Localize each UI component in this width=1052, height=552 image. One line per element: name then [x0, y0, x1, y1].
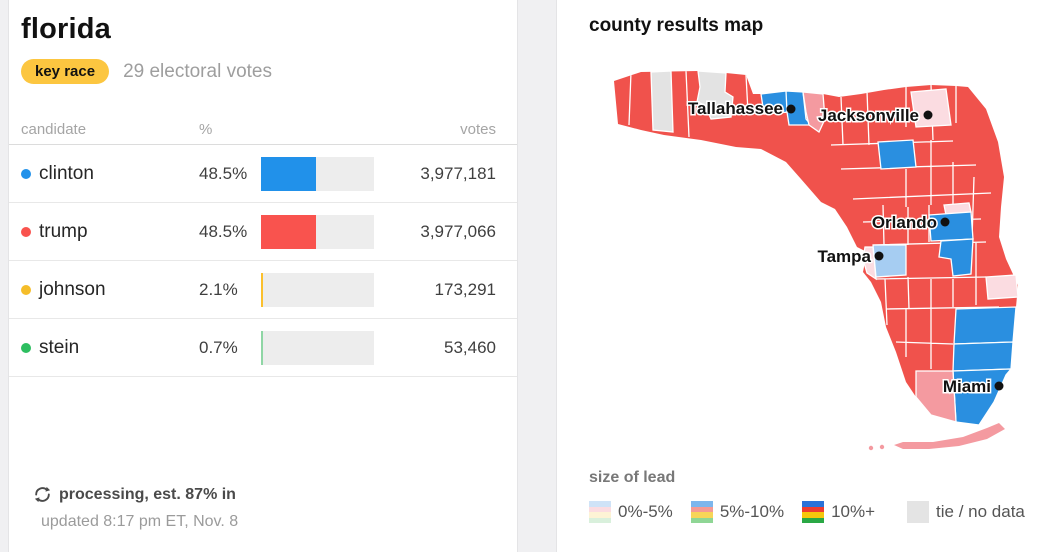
state-results-panel: florida key race 29 electoral votes cand…	[8, 0, 518, 552]
city-label-jacksonville: Jacksonville	[818, 106, 919, 125]
table-bottom-divider	[9, 376, 517, 377]
table-row: johnson 2.1% 173,291	[9, 260, 517, 318]
legend-swatch-5-10	[690, 501, 713, 523]
candidate-name: stein	[39, 336, 80, 358]
table-row: trump 48.5% 3,977,066	[9, 202, 517, 260]
city-dot-tallahassee	[786, 104, 796, 114]
result-bar-fill	[261, 156, 316, 191]
florida-map-svg: Tallahassee Jacksonville Orlando Tampa M…	[614, 70, 1019, 451]
result-bar	[261, 214, 374, 249]
florida-keys-islet	[879, 444, 885, 450]
processing-row: processing, est. 87% in	[33, 485, 238, 504]
county-dem[interactable]	[953, 306, 1017, 345]
city-label-tallahassee: Tallahassee	[688, 99, 783, 118]
pct-cell: 48.5%	[199, 163, 248, 183]
legend-label-0-5: 0%-5%	[618, 502, 673, 521]
result-bar	[261, 272, 374, 307]
city-markers: Tallahassee Jacksonville Orlando Tampa M…	[686, 98, 1004, 398]
result-bar-fill	[261, 214, 316, 249]
candidate-dot-icon	[21, 342, 31, 353]
status-block: processing, est. 87% in updated 8:17 pm …	[21, 485, 238, 531]
legend-item-0-5: 0%-5%	[589, 501, 673, 523]
city-dot-miami	[994, 381, 1004, 391]
votes-cell: 3,977,066	[420, 221, 496, 241]
table-header-row: candidate % votes	[9, 114, 517, 144]
table-row: stein 0.7% 53,460	[9, 318, 517, 376]
result-bar-fill	[261, 272, 264, 307]
city-label-tampa: Tampa	[817, 247, 871, 266]
subtitle-row: key race 29 electoral votes	[21, 59, 517, 84]
candidate-dot-icon	[21, 168, 31, 179]
votes-cell: 3,977,181	[420, 163, 496, 183]
map-title: county results map	[589, 15, 764, 36]
county-rep-medium[interactable]	[915, 370, 957, 423]
city-dot-orlando	[940, 217, 950, 227]
county-dem[interactable]	[877, 139, 917, 170]
legend-item-5-10: 5%-10%	[690, 501, 785, 523]
legend-label-5-10: 5%-10%	[719, 502, 785, 521]
candidate-name: trump	[39, 220, 88, 242]
map-legend: size of lead 0%-5% 5%-10% 10%+ tie / no …	[589, 469, 1043, 523]
county-tie[interactable]	[650, 70, 674, 133]
legend-items: 0%-5% 5%-10% 10%+ tie / no data	[589, 501, 1043, 523]
candidate-dot-icon	[21, 284, 31, 295]
county-dem[interactable]	[938, 238, 974, 277]
legend-label-tie: tie / no data	[936, 502, 1025, 521]
votes-cell: 53,460	[444, 337, 496, 357]
city-label-miami: Miami	[943, 377, 991, 396]
candidate-name: johnson	[39, 278, 106, 300]
candidate-cell: clinton	[21, 163, 199, 185]
header-pct: %	[199, 120, 213, 138]
candidate-cell: johnson	[21, 279, 199, 301]
result-bar-fill	[261, 330, 263, 365]
county-rep-medium[interactable]	[802, 91, 826, 133]
county-base-rep[interactable]	[614, 71, 1018, 425]
result-bar	[261, 156, 374, 191]
electoral-votes-label: 29 electoral votes	[123, 60, 272, 82]
county-dem-light[interactable]	[872, 244, 907, 278]
county-dem[interactable]	[952, 341, 1014, 372]
processing-status: processing, est. 87% in	[59, 485, 236, 503]
pct-cell: 2.1%	[199, 279, 238, 299]
legend-swatch-0-5	[589, 501, 611, 523]
result-bar	[261, 330, 374, 365]
county-rep-light[interactable]	[985, 274, 1019, 300]
legend-label-10-plus: 10%+	[831, 502, 876, 521]
candidate-cell: stein	[21, 337, 199, 359]
legend-swatch-tie	[907, 501, 930, 523]
header-votes: votes	[460, 120, 496, 138]
legend-item-10-plus: 10%+	[802, 501, 875, 523]
votes-cell: 173,291	[434, 279, 496, 299]
county-tie[interactable]	[696, 70, 734, 120]
legend-title: size of lead	[589, 469, 676, 486]
city-dot-tampa	[874, 251, 884, 261]
pct-cell: 48.5%	[199, 221, 248, 241]
city-dot-jacksonville	[923, 110, 933, 120]
county-rep-light[interactable]	[862, 246, 877, 281]
florida-county-map[interactable]: Tallahassee Jacksonville Orlando Tampa M…	[601, 57, 1052, 467]
header-candidate: candidate	[21, 120, 87, 138]
state-title: florida	[21, 13, 112, 45]
candidate-cell: trump	[21, 221, 199, 243]
updated-timestamp: updated 8:17 pm ET, Nov. 8	[41, 513, 239, 530]
key-race-badge: key race	[21, 59, 110, 84]
city-label-orlando: Orlando	[872, 213, 937, 232]
candidate-dot-icon	[21, 226, 31, 237]
florida-keys[interactable]	[894, 423, 1005, 449]
candidate-name: clinton	[39, 162, 94, 184]
florida-keys-islet	[868, 445, 874, 451]
legend-item-tie: tie / no data	[907, 501, 1025, 523]
county-map-panel: county results map	[556, 0, 1052, 552]
legend-swatch-10-plus	[802, 501, 825, 523]
results-table: candidate % votes clinton 48.5% 3,977,18…	[9, 114, 517, 377]
pct-cell: 0.7%	[199, 337, 238, 357]
county-rep-light[interactable]	[910, 88, 952, 128]
table-row: clinton 48.5% 3,977,181	[9, 144, 517, 202]
refresh-icon[interactable]	[33, 485, 52, 504]
